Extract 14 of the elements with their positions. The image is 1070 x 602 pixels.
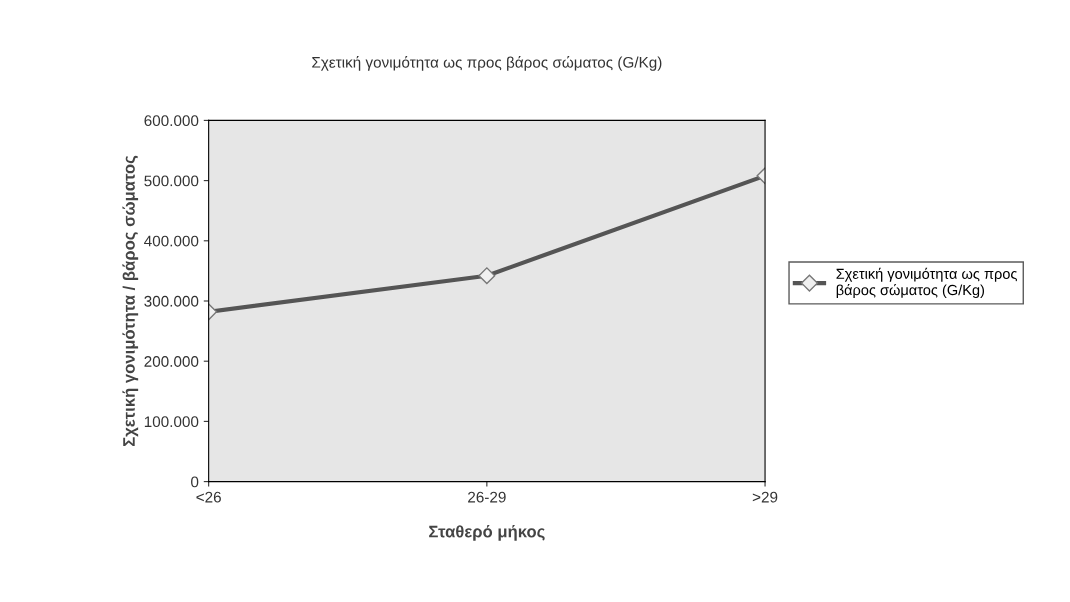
y-tick-label: 0: [191, 476, 199, 488]
x-tick-label: <26: [196, 491, 221, 503]
y-tick-label: 400.000: [144, 235, 199, 247]
chart-title: Σχετική γονιμότητα ως προς βάρος σώματος (G/Kg): [312, 56, 662, 71]
x-tick-label: 26-29: [468, 491, 506, 503]
x-tick-label: >29: [752, 491, 778, 503]
y-axis-title: Σχετική γονιμότητα / βάρος σώματος: [122, 155, 139, 447]
y-tick-label: 500.000: [144, 175, 199, 187]
y-tick-label: 600.000: [144, 115, 199, 127]
y-tick-label: 200.000: [144, 356, 199, 367]
y-tick-label: 100.000: [144, 416, 199, 428]
legend-label: Σχετική γονιμότητα ως προς βάρος σώματος (G/Kg): [836, 267, 1017, 299]
y-tick-label: 300.000: [144, 295, 199, 307]
x-axis-title: Σταθερό μήκος: [429, 525, 545, 541]
